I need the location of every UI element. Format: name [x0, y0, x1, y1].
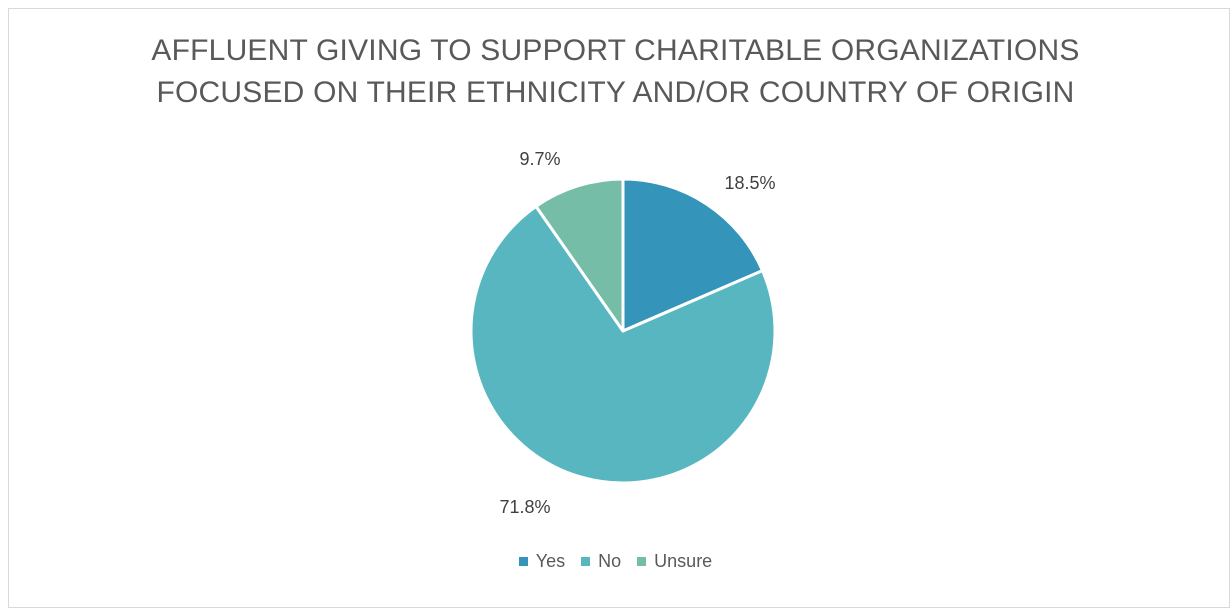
legend-label-yes: Yes	[535, 551, 566, 571]
legend-item-no: No	[581, 551, 621, 572]
legend-item-unsure: Unsure	[637, 551, 712, 572]
legend-swatch-yes	[518, 557, 528, 566]
legend: Yes No Unsure	[0, 551, 1231, 572]
pie-slice-unsure	[534, 177, 625, 333]
data-label-no: 71.8%	[499, 497, 550, 517]
legend-swatch-unsure	[637, 557, 647, 566]
legend-label-unsure: Unsure	[654, 551, 713, 571]
chart-title: AFFLUENT GIVING TO SUPPORT CHARITABLE OR…	[0, 30, 1231, 114]
data-label-unsure: 9.7%	[519, 149, 560, 169]
pie-slice-no	[469, 204, 777, 485]
pie-slice-yes	[621, 177, 764, 333]
data-label-yes: 18.5%	[724, 173, 775, 193]
legend-swatch-no	[581, 557, 591, 566]
chart-title-line-1: AFFLUENT GIVING TO SUPPORT CHARITABLE OR…	[151, 34, 1080, 67]
legend-label-no: No	[598, 551, 622, 571]
chart-title-line-2: FOCUSED ON THEIR ETHNICITY AND/OR COUNTR…	[156, 76, 1075, 109]
legend-item-yes: Yes	[518, 551, 566, 572]
